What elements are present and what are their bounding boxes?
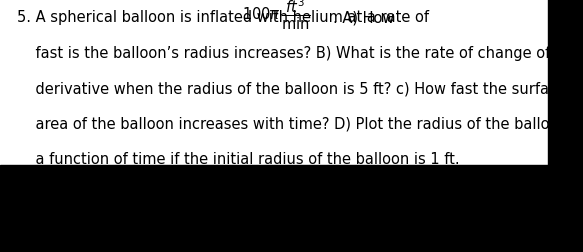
- Text: a function of time if the initial radius of the balloon is 1 ft.: a function of time if the initial radius…: [17, 151, 460, 166]
- Text: derivative when the radius of the balloon is 5 ft? c) How fast the surface: derivative when the radius of the balloo…: [17, 81, 567, 96]
- Text: $100\pi \,\dfrac{\mathit{ft}^3}{\mathrm{min}}$: $100\pi \,\dfrac{\mathit{ft}^3}{\mathrm{…: [242, 0, 311, 32]
- Text: fast is the balloon’s radius increases? B) What is the rate of change of: fast is the balloon’s radius increases? …: [17, 45, 551, 60]
- Text: . A) How: . A) How: [333, 10, 395, 25]
- Bar: [0, 0, 583, 165]
- Text: 5. A spherical balloon is inflated with helium at a rate of: 5. A spherical balloon is inflated with …: [17, 10, 434, 25]
- Bar: [0, 165, 583, 252]
- Text: area of the balloon increases with time? D) Plot the radius of the balloon as: area of the balloon increases with time?…: [17, 116, 583, 131]
- Bar: [548, 0, 583, 252]
